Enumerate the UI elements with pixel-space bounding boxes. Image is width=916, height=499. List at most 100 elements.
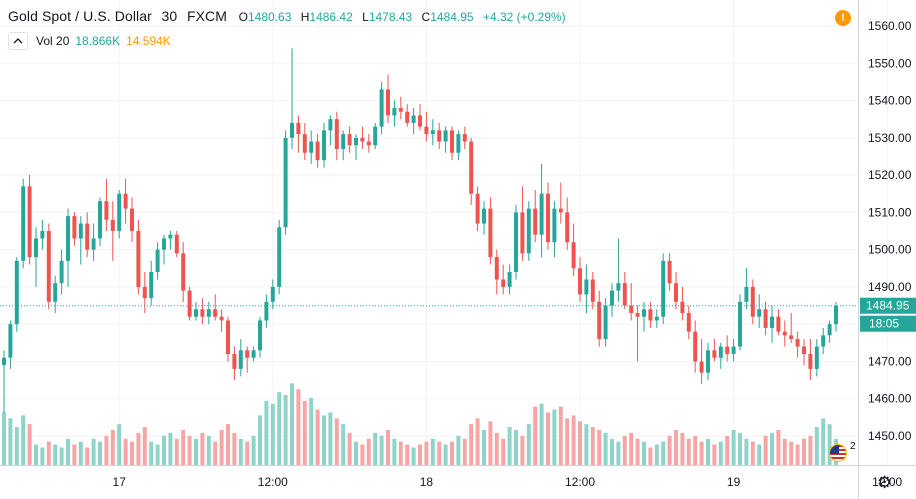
price-tick-label: 1450.00 [868,429,912,443]
volume-bar [667,435,672,465]
volume-bar [507,427,512,465]
candle-body [443,130,448,142]
candle-body [296,122,301,135]
volume-bar [53,444,58,465]
candle-body [142,286,147,299]
volume-bar [488,421,493,465]
volume-ma-value: 14.594K [126,34,171,48]
candle-body [8,324,13,358]
candle-body [328,119,333,131]
candle-body [27,186,32,258]
volume-bar [78,441,83,465]
candle-body [610,290,614,306]
volume-bar [661,441,666,465]
volume-bar [8,418,13,465]
candle-body [629,305,634,313]
us-flag-icon[interactable] [829,444,847,462]
volume-bar [85,447,90,465]
ohlc-values: O1480.63 H1486.42 L1478.43 C1484.95 +4.3… [239,10,572,24]
volume-bar [571,415,576,465]
candle-body [91,238,96,250]
open-value: 1480.63 [247,10,292,24]
volume-bar [379,435,384,465]
volume-bar [162,435,166,465]
time-tick-label: 18 [420,475,434,489]
volume-bar [539,403,544,465]
candle-body [398,108,403,112]
volume-bar [482,430,486,465]
volume-indicator-label[interactable]: Vol 20 [36,34,70,48]
volume-legend: Vol 20 18.866K 14.594K [8,32,171,50]
price-tick-label: 1460.00 [868,392,912,406]
volume-bar [654,444,659,465]
volume-bar [136,432,141,465]
candle-body [360,137,365,142]
candle-body [59,260,64,284]
volume-bar [219,430,224,465]
candle-body [475,193,480,224]
last-price-value: 1484.95 [866,299,910,313]
candle-body [597,301,602,340]
candle-body [238,350,243,369]
volume-bar [731,430,736,465]
volume-bar [181,430,186,465]
volume-bar [450,441,454,465]
candle-body [616,283,621,291]
candle-body [789,335,794,340]
volume-bar [738,432,742,465]
interval-label[interactable]: 30 [161,8,178,24]
volume-bar [226,424,230,465]
volume-bar [712,444,717,465]
volume-bar [258,415,262,465]
volume-bar [578,421,582,465]
exchange-label: FXCM [186,8,228,24]
volume-bar [622,435,627,465]
candle-body [98,201,102,239]
volume-bar [59,447,64,465]
volume-bar [642,441,646,465]
candle-body [341,134,346,149]
candle-body [373,126,378,146]
candle-body [827,324,832,336]
candle-body [315,141,320,161]
candle-body [2,357,6,366]
time-tick-label: 12:00 [872,475,902,489]
candle-body [149,272,154,299]
volume-bar [610,438,614,465]
symbol-name[interactable]: Gold Spot / U.S. Dollar [8,8,152,24]
volume-bar [21,415,26,465]
low-label: L [362,10,369,24]
bar-countdown: 18:05 [869,317,899,331]
alert-icon[interactable]: ! [835,10,851,26]
candle-body [622,283,627,306]
volume-bar [328,412,333,465]
volume-bar [590,427,595,465]
candle-body [424,126,429,135]
candle-body [680,301,685,313]
volume-bar [680,432,685,465]
chevron-up-icon[interactable] [8,32,28,50]
volume-value: 18.866K [75,34,121,48]
volume-bar [117,424,122,465]
candle-body [834,305,838,325]
candle-body [488,208,493,258]
volume-bar [405,444,410,465]
candle-body [514,212,518,272]
candle-body [213,309,218,317]
candle-body [456,134,461,153]
candle-body [584,279,589,295]
candle-body [686,313,691,332]
volume-bar [142,427,147,465]
candle-body [571,242,576,269]
volume-bar [443,444,448,465]
candle-body [699,361,704,373]
candle-body [85,223,90,250]
volume-bar [763,435,768,465]
volume-bar [200,432,205,465]
candle-body [187,290,192,317]
volume-bar [558,406,563,465]
volume-bar [296,389,301,465]
gear-icon[interactable]: ⚙ [877,473,893,492]
candle-body [763,309,768,328]
